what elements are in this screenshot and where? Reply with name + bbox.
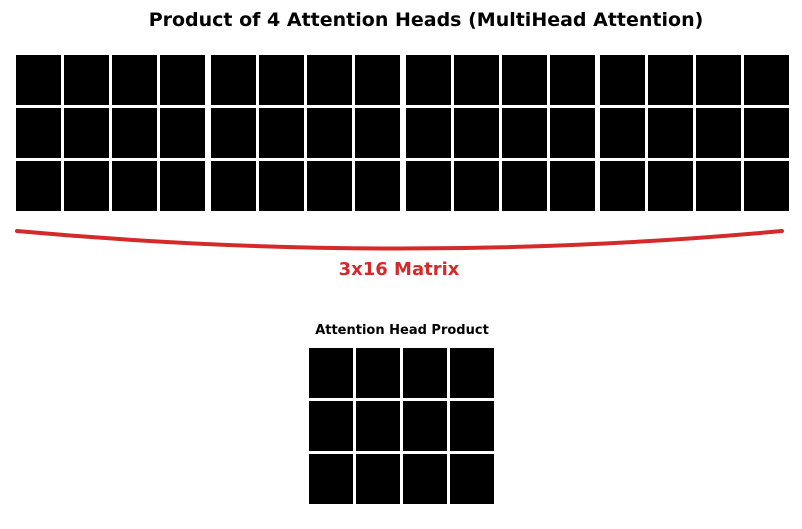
matrix-cell — [403, 348, 447, 398]
matrix-cell — [309, 454, 353, 504]
matrix-cell — [450, 454, 494, 504]
matrix-cell — [450, 348, 494, 398]
matrix-cell — [648, 55, 693, 105]
matrix-cell — [550, 108, 595, 158]
matrix-cell — [406, 108, 451, 158]
matrix-cell — [160, 161, 205, 211]
matrix-cell — [454, 108, 499, 158]
matrix-cell — [112, 55, 157, 105]
attention-head-matrix-2 — [211, 55, 400, 211]
matrix-cell — [307, 108, 352, 158]
matrix-cell — [454, 55, 499, 105]
matrix-cell — [16, 161, 61, 211]
matrix-cell — [648, 108, 693, 158]
matrix-cell — [259, 55, 304, 105]
matrix-cell — [64, 161, 109, 211]
matrix-cell — [696, 161, 741, 211]
matrix-cell — [211, 108, 256, 158]
matrix-cell — [309, 401, 353, 451]
attention-head-matrix-3 — [406, 55, 595, 211]
matrix-cell — [403, 401, 447, 451]
matrix-cell — [356, 401, 400, 451]
matrix-cell — [355, 161, 400, 211]
matrix-cell — [403, 454, 447, 504]
matrix-cell — [259, 108, 304, 158]
matrix-cell — [355, 55, 400, 105]
brace-label: 3x16 Matrix — [338, 259, 460, 280]
matrix-cell — [744, 108, 789, 158]
matrix-cell — [406, 161, 451, 211]
matrix-cell — [502, 55, 547, 105]
matrix-cell — [160, 108, 205, 158]
matrix-cell — [600, 108, 645, 158]
matrix-cell — [211, 161, 256, 211]
matrix-cell — [307, 55, 352, 105]
attention-head-matrix-1 — [16, 55, 205, 211]
matrix-cell — [160, 55, 205, 105]
matrix-cell — [600, 161, 645, 211]
matrix-cell — [112, 108, 157, 158]
matrix-cell — [112, 161, 157, 211]
matrix-cell — [16, 55, 61, 105]
matrix-cell — [64, 108, 109, 158]
diagram-title: Product of 4 Attention Heads (MultiHead … — [148, 9, 704, 31]
matrix-cell — [648, 161, 693, 211]
attention-head-product-matrix — [309, 348, 494, 504]
matrix-cell — [356, 348, 400, 398]
matrix-cell — [696, 55, 741, 105]
matrix-cell — [356, 454, 400, 504]
matrix-cell — [696, 108, 741, 158]
matrix-cell — [550, 161, 595, 211]
matrix-cell — [355, 108, 400, 158]
matrix-cell — [502, 161, 547, 211]
matrix-cell — [502, 108, 547, 158]
matrix-cell — [744, 55, 789, 105]
matrix-cell — [16, 108, 61, 158]
matrix-cell — [211, 55, 256, 105]
matrix-cell — [309, 348, 353, 398]
matrix-cell — [550, 55, 595, 105]
matrix-cell — [454, 161, 499, 211]
matrix-cell — [307, 161, 352, 211]
matrix-cell — [450, 401, 494, 451]
matrix-cell — [744, 161, 789, 211]
product-title: Attention Head Product — [315, 323, 489, 338]
matrix-cell — [64, 55, 109, 105]
matrix-cell — [600, 55, 645, 105]
matrix-cell — [259, 161, 304, 211]
matrix-cell — [406, 55, 451, 105]
attention-head-matrix-4 — [600, 55, 789, 211]
